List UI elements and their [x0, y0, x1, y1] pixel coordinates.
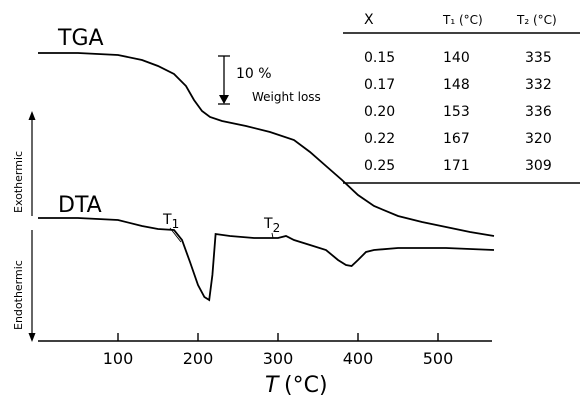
table-rows: 0.15 140 335 0.17 148 332 0.20 153 336 0.22 167 320… — [364, 50, 552, 174]
dta-label: DTA — [58, 193, 102, 218]
x-tick-label: 400 — [343, 349, 374, 368]
exothermic-label: Exothermic — [12, 151, 25, 213]
table-cell: 0.25 — [364, 158, 395, 174]
table-cell: 0.20 — [364, 104, 395, 120]
table-cell: 140 — [443, 50, 470, 66]
x-ticks: 100 200 300 400 500 — [103, 333, 454, 368]
t1-pointer — [169, 227, 182, 243]
x-tick-label: 500 — [423, 349, 454, 368]
table-header-t1: T₁ (°C) — [442, 13, 483, 27]
table-cell: 320 — [525, 131, 552, 147]
t1-label: T1 — [162, 212, 179, 231]
table-header-t2: T₂ (°C) — [516, 13, 557, 27]
table-cell: 335 — [525, 50, 552, 66]
weight-loss-scale-bar — [218, 55, 230, 105]
table-cell: 0.15 — [364, 50, 395, 66]
scale-value: 10 % — [236, 66, 272, 82]
t2-pointer — [271, 232, 274, 239]
table-header-x: X — [364, 12, 374, 28]
table-cell: 336 — [525, 104, 552, 120]
table-cell: 332 — [525, 77, 552, 93]
table-cell: 167 — [443, 131, 470, 147]
t2-label: T2 — [263, 216, 280, 235]
endothermic-label: Endothermic — [12, 260, 25, 330]
table-cell: 171 — [443, 158, 470, 174]
table-cell: 309 — [525, 158, 552, 174]
tga-curve — [38, 52, 495, 237]
x-tick-label: 100 — [103, 349, 134, 368]
dta-curve — [38, 217, 495, 302]
table-cell: 153 — [443, 104, 470, 120]
tga-label: TGA — [57, 26, 104, 51]
table-cell: 0.22 — [364, 131, 395, 147]
x-axis-symbol: T — [265, 373, 280, 398]
x-tick-label: 300 — [263, 349, 294, 368]
exothermic-arrow — [28, 111, 36, 216]
endothermic-arrow — [28, 230, 36, 342]
scale-text: Weight loss — [252, 90, 321, 104]
x-axis-unit: (°C) — [284, 373, 328, 398]
x-tick-label: 200 — [183, 349, 214, 368]
table-cell: 148 — [443, 77, 470, 93]
table-cell: 0.17 — [364, 77, 395, 93]
